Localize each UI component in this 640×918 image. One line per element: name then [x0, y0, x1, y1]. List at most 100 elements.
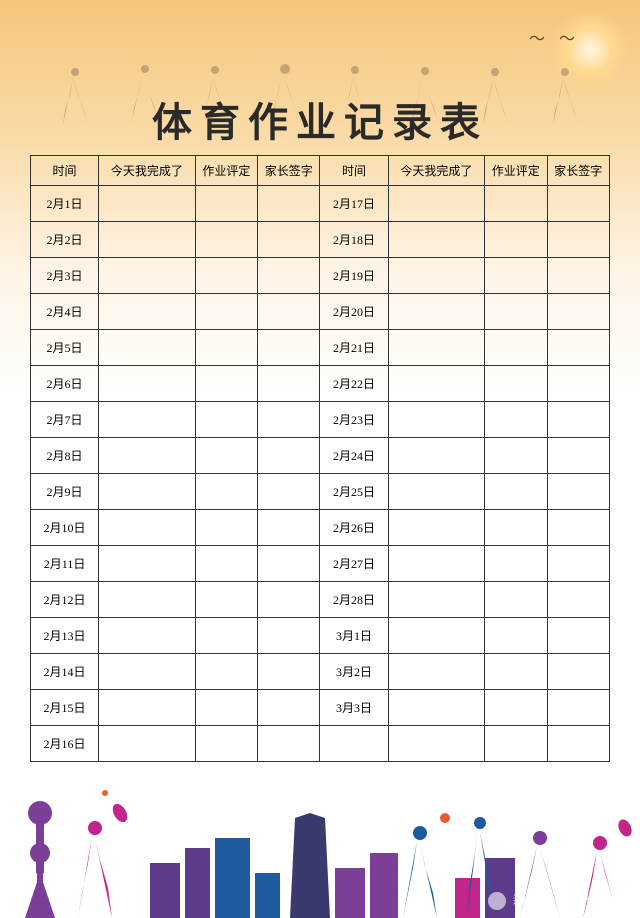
- table-row: 2月7日 2月23日: [31, 402, 610, 438]
- cell-signature-left: [258, 402, 320, 438]
- cell-completed-left: [99, 726, 196, 762]
- cell-assessment-right: [485, 654, 547, 690]
- cell-assessment-left: [195, 582, 257, 618]
- cell-date-left: 2月9日: [31, 474, 99, 510]
- header-completed-right: 今天我完成了: [388, 156, 485, 186]
- cell-signature-right: [547, 186, 609, 222]
- cell-date-left: 2月3日: [31, 258, 99, 294]
- cell-assessment-right: [485, 330, 547, 366]
- cell-assessment-left: [195, 546, 257, 582]
- cell-signature-right: [547, 438, 609, 474]
- cell-completed-right: [388, 474, 485, 510]
- cell-date-right: 2月22日: [320, 366, 388, 402]
- cell-assessment-left: [195, 330, 257, 366]
- birds-decoration: 〜 〜: [524, 25, 580, 49]
- cell-completed-left: [99, 330, 196, 366]
- cell-signature-right: [547, 546, 609, 582]
- page-title: 体育作业记录表: [0, 90, 640, 148]
- cell-assessment-right: [485, 510, 547, 546]
- cell-date-right: 2月21日: [320, 330, 388, 366]
- cell-completed-right: [388, 582, 485, 618]
- bird-icon: 〜: [559, 25, 575, 49]
- cell-assessment-right: [485, 474, 547, 510]
- cell-assessment-left: [195, 474, 257, 510]
- cell-completed-left: [99, 402, 196, 438]
- header-signature-right: 家长签字: [547, 156, 609, 186]
- cell-completed-left: [99, 438, 196, 474]
- cell-assessment-left: [195, 510, 257, 546]
- cell-completed-right: [388, 330, 485, 366]
- header-assessment-left: 作业评定: [195, 156, 257, 186]
- watermark: 新都一中实验学校: [488, 890, 625, 910]
- cell-date-left: 2月1日: [31, 186, 99, 222]
- table-row: 2月14日3月2日: [31, 654, 610, 690]
- cell-assessment-right: [485, 186, 547, 222]
- cell-assessment-right: [485, 690, 547, 726]
- cell-date-right: 2月23日: [320, 402, 388, 438]
- cell-date-left: 2月8日: [31, 438, 99, 474]
- cell-signature-left: [258, 258, 320, 294]
- table-row: 2月6日2月22日: [31, 366, 610, 402]
- cell-assessment-right: [485, 294, 547, 330]
- table-row: 2月12日2月28日: [31, 582, 610, 618]
- table-row: 2月11日2月27日: [31, 546, 610, 582]
- cell-signature-right: [547, 654, 609, 690]
- cell-signature-right: [547, 258, 609, 294]
- table-header-row: 时间 今天我完成了 作业评定 家长签字 时间 今天我完成了 作业评定 家长签字: [31, 156, 610, 186]
- cell-signature-left: [258, 546, 320, 582]
- table-row: 2月2日 2月18日: [31, 222, 610, 258]
- cell-assessment-right: [485, 402, 547, 438]
- cell-date-right: 2月17日: [320, 186, 388, 222]
- cell-completed-right: [388, 186, 485, 222]
- cell-assessment-left: [195, 618, 257, 654]
- wechat-icon: [488, 892, 506, 910]
- cell-completed-right: [388, 726, 485, 762]
- cell-signature-right: [547, 726, 609, 762]
- cell-assessment-right: [485, 618, 547, 654]
- cell-signature-right: [547, 330, 609, 366]
- table-row: 2月4日2月20日: [31, 294, 610, 330]
- cell-date-right: 3月1日: [320, 618, 388, 654]
- table-row: 2月3日 2月19日: [31, 258, 610, 294]
- cell-assessment-left: [195, 438, 257, 474]
- cell-completed-left: [99, 582, 196, 618]
- cell-signature-left: [258, 654, 320, 690]
- cell-completed-right: [388, 654, 485, 690]
- cell-assessment-right: [485, 438, 547, 474]
- cell-signature-left: [258, 222, 320, 258]
- table-row: 2月13日3月1日: [31, 618, 610, 654]
- cell-assessment-left: [195, 366, 257, 402]
- cell-signature-right: [547, 618, 609, 654]
- cell-signature-left: [258, 726, 320, 762]
- cell-signature-left: [258, 618, 320, 654]
- cell-completed-left: [99, 474, 196, 510]
- cell-completed-left: [99, 546, 196, 582]
- cell-completed-right: [388, 294, 485, 330]
- record-table-container: 时间 今天我完成了 作业评定 家长签字 时间 今天我完成了 作业评定 家长签字 …: [30, 155, 610, 762]
- cell-completed-left: [99, 294, 196, 330]
- cell-date-left: 2月2日: [31, 222, 99, 258]
- cell-assessment-right: [485, 546, 547, 582]
- cell-signature-right: [547, 690, 609, 726]
- cell-completed-right: [388, 438, 485, 474]
- cell-completed-left: [99, 258, 196, 294]
- bird-icon: 〜: [529, 25, 545, 49]
- cell-completed-right: [388, 510, 485, 546]
- cell-completed-right: [388, 546, 485, 582]
- cell-assessment-left: [195, 222, 257, 258]
- table-row: 2月1日 2月17日: [31, 186, 610, 222]
- cell-assessment-left: [195, 654, 257, 690]
- cell-date-left: 2月15日: [31, 690, 99, 726]
- cell-date-right: 2月18日: [320, 222, 388, 258]
- cell-date-left: 2月7日: [31, 402, 99, 438]
- cell-assessment-left: [195, 294, 257, 330]
- cell-assessment-right: [485, 258, 547, 294]
- cell-signature-right: [547, 366, 609, 402]
- cell-completed-right: [388, 402, 485, 438]
- cell-completed-left: [99, 222, 196, 258]
- cell-assessment-left: [195, 186, 257, 222]
- cell-date-right: 2月19日: [320, 258, 388, 294]
- table-row: 2月8日2月24日: [31, 438, 610, 474]
- cell-date-left: 2月16日: [31, 726, 99, 762]
- cell-date-left: 2月12日: [31, 582, 99, 618]
